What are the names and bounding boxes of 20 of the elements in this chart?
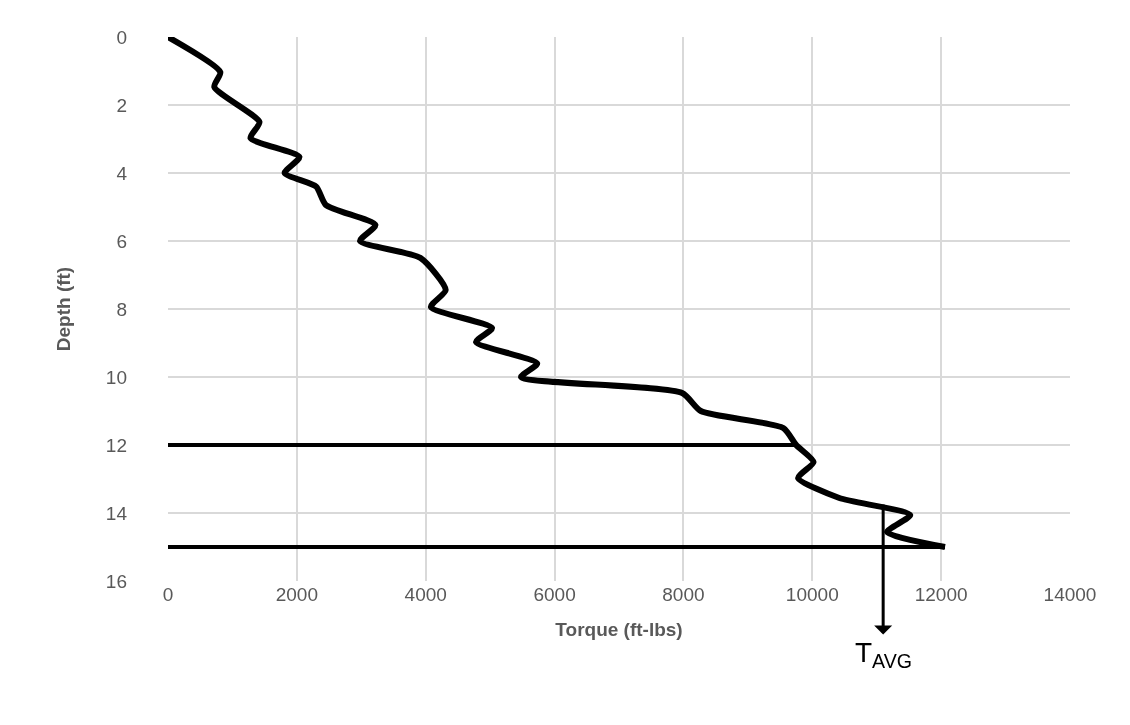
annotation: T$_{AVG}$ [855, 637, 913, 672]
y-axis-title: Depth (ft) [52, 266, 74, 352]
x-tick-label: 8000 [662, 584, 705, 605]
x-tick-label: 2000 [275, 584, 318, 605]
y-tick-label: 12 [105, 434, 127, 456]
x-axis-title: Torque (ft-lbs) [555, 618, 683, 640]
y-tick-label: 14 [105, 502, 128, 524]
y-tick-label: 2 [116, 94, 127, 116]
y-tick-label: 10 [105, 366, 127, 388]
x-tick-label: 4000 [404, 584, 447, 605]
x-tick-label: 0 [162, 584, 174, 605]
y-tick-label: 0 [116, 26, 127, 48]
y-tick-label: 4 [116, 162, 128, 184]
x-tick-label: 12000 [914, 584, 968, 605]
y-tick-label: 6 [116, 230, 127, 252]
y-tick-label: 16 [105, 570, 127, 592]
x-tick-label: 6000 [533, 584, 576, 605]
y-tick-label: 8 [116, 298, 127, 320]
x-tick-label: 10000 [785, 584, 839, 605]
x-tick-label: 14000 [1043, 584, 1097, 605]
